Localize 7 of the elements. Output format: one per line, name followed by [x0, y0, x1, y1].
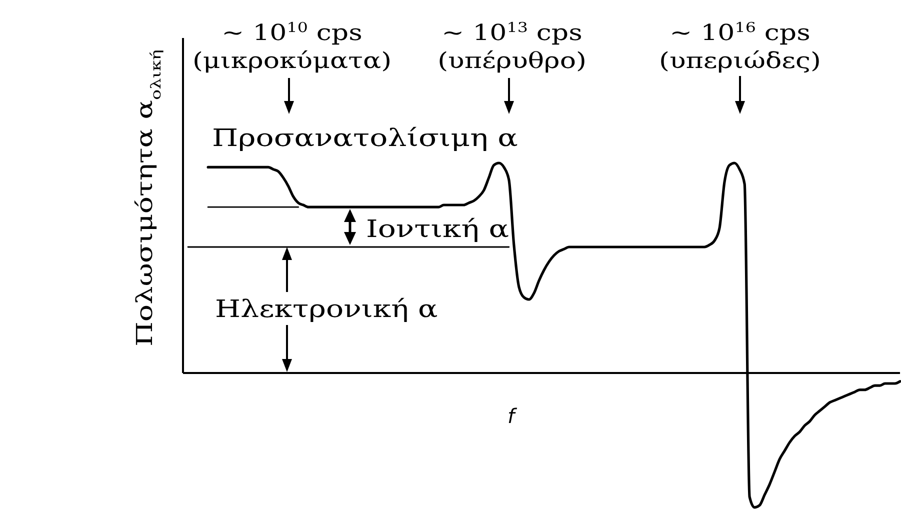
text: ~ 10$^{10}$ cps (μικροκύματα): [192, 19, 392, 74]
x-axis-title: f: [507, 404, 518, 428]
text: Προσανατολίσιμη α: [212, 124, 518, 152]
annotation: Ιοντική α: [366, 216, 509, 244]
annotation: Ηλεκτρονική α: [215, 295, 438, 324]
text: ~ 10$^{13}$ cps (υπέρυθρο): [438, 19, 586, 74]
text: ~ 10$^{16}$ cps (υπεριώδες): [659, 19, 821, 74]
